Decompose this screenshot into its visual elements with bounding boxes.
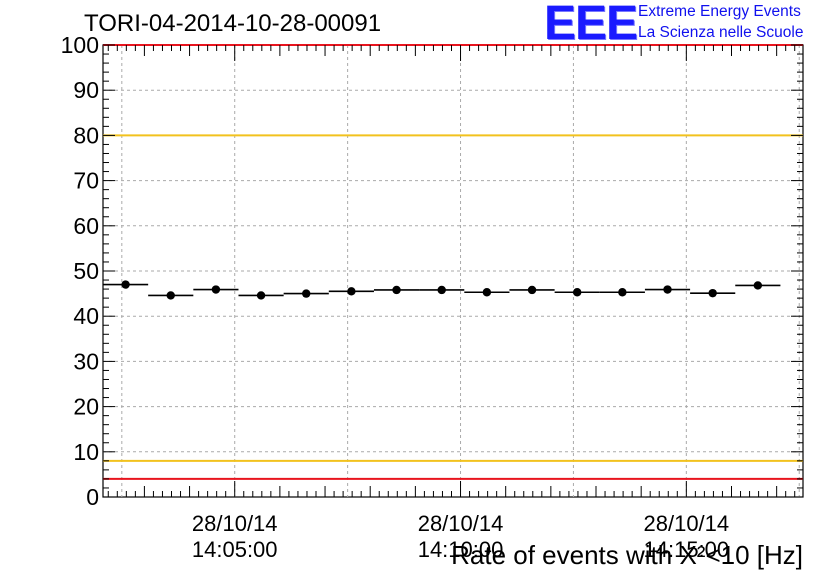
eee-logo: EEE Extreme Energy Events La Scienza nel… xyxy=(544,0,836,50)
x-tick-label-time: 14:15:00 xyxy=(644,537,730,562)
x-axis-label: Rate of events with X²<10 [Hz] xyxy=(451,540,803,570)
y-tick-label: 90 xyxy=(73,77,99,103)
axis-ticks xyxy=(103,44,803,498)
data-point xyxy=(753,281,763,290)
eee-logo-mark: EEE xyxy=(544,0,638,50)
y-tick-label: 50 xyxy=(73,258,99,284)
y-tick-label: 100 xyxy=(61,32,99,58)
chart-title: TORI-04-2014-10-28-00091 xyxy=(84,10,382,37)
data-point xyxy=(572,288,582,297)
x-tick-label-date: 28/10/14 xyxy=(192,511,278,536)
data-point xyxy=(437,285,446,295)
x-tick-label-time: 14:05:00 xyxy=(192,537,278,562)
y-tick-label: 0 xyxy=(86,484,99,510)
data-points xyxy=(103,280,781,300)
x-tick-label-date: 28/10/14 xyxy=(418,511,504,536)
y-tick-label: 60 xyxy=(73,213,99,239)
y-tick-label: 10 xyxy=(73,439,99,465)
data-point xyxy=(527,285,537,295)
data-point xyxy=(618,288,627,297)
x-tick-labels: 28/10/1414:05:0028/10/1414:10:0028/10/14… xyxy=(192,511,729,562)
logo-line-1: Extreme Energy Events xyxy=(638,3,801,20)
data-point xyxy=(482,288,492,297)
y-tick-label: 20 xyxy=(73,394,99,420)
data-point xyxy=(708,288,717,298)
grid xyxy=(103,45,803,497)
data-point xyxy=(347,287,356,296)
data-point xyxy=(256,291,266,300)
reference-lines xyxy=(103,44,803,480)
data-point xyxy=(392,285,401,295)
y-tick-label: 40 xyxy=(73,303,99,329)
x-tick-label-time: 14:10:00 xyxy=(418,537,504,562)
data-point xyxy=(663,285,672,294)
logo-line-2: La Scienza nelle Scuole xyxy=(638,24,804,41)
y-tick-labels: 0 10 20 30 40 50 60 70 80 90 100 xyxy=(61,32,99,510)
data-point xyxy=(211,285,221,294)
data-point xyxy=(166,291,175,300)
y-tick-label: 30 xyxy=(73,348,99,374)
data-point xyxy=(121,280,130,289)
x-tick-label-date: 28/10/14 xyxy=(644,511,730,536)
y-tick-label: 70 xyxy=(73,168,99,194)
data-point xyxy=(302,289,311,298)
y-tick-label: 80 xyxy=(73,122,99,148)
